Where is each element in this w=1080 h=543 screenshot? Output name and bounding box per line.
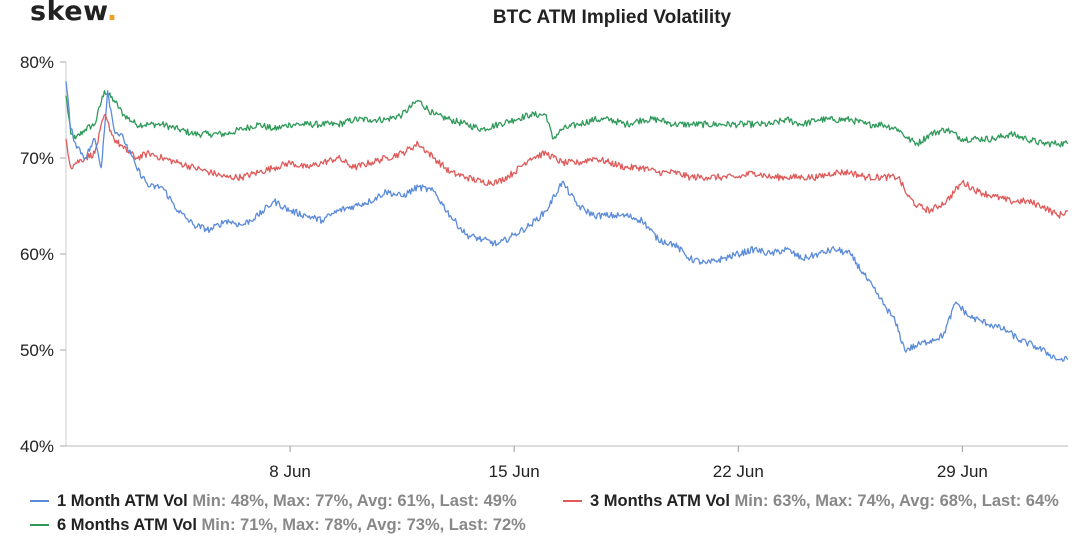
x-tick-label: 15 Jun [489, 462, 540, 481]
chart-legend: 1 Month ATM Vol Min: 48%, Max: 77%, Avg:… [30, 492, 1080, 540]
series-line-3-months-atm-vol [65, 114, 1069, 219]
y-tick-label: 50% [20, 341, 54, 360]
legend-stats-3m: Min: 63%, Max: 74%, Avg: 68%, Last: 64% [734, 492, 1059, 510]
y-tick-label: 40% [20, 437, 54, 456]
line-chart: BTC ATM Implied Volatility 40% 50% 60% 70% 8… [20, 7, 1069, 481]
legend-item-6m[interactable]: 6 Months ATM Vol Min: 71%, Max: 78%, Avg… [30, 516, 526, 535]
legend-item-1m[interactable]: 1 Month ATM Vol Min: 48%, Max: 77%, Avg:… [30, 492, 517, 511]
legend-swatch-6m [30, 523, 49, 526]
legend-item-3m[interactable]: 3 Months ATM Vol Min: 63%, Max: 74%, Avg… [563, 492, 1059, 511]
legend-row-1: 1 Month ATM Vol Min: 48%, Max: 77%, Avg:… [30, 492, 1080, 516]
series-line-1-month-atm-vol [65, 81, 1069, 362]
legend-row-2: 6 Months ATM Vol Min: 71%, Max: 78%, Avg… [30, 516, 1080, 540]
y-tick-label: 60% [20, 245, 54, 264]
x-tick-label: 29 Jun [937, 462, 988, 481]
series-line-6-months-atm-vol [65, 90, 1069, 148]
y-tick-label: 70% [20, 149, 54, 168]
x-tick-label: 8 Jun [269, 462, 311, 481]
legend-swatch-3m [563, 499, 582, 502]
series-layer [65, 81, 1069, 362]
x-axis: 8 Jun 15 Jun 22 Jun 29 Jun [66, 445, 1068, 481]
legend-stats-1m: Min: 48%, Max: 77%, Avg: 61%, Last: 49% [192, 492, 517, 510]
y-tick-label: 80% [20, 53, 54, 72]
legend-stats-6m: Min: 71%, Max: 78%, Avg: 73%, Last: 72% [201, 516, 526, 534]
legend-swatch-1m [30, 499, 49, 502]
y-axis: 40% 50% 60% 70% 80% [20, 53, 67, 456]
legend-name-3m: 3 Months ATM Vol [590, 492, 730, 510]
x-tick-label: 22 Jun [713, 462, 764, 481]
legend-name-1m: 1 Month ATM Vol [57, 492, 188, 510]
chart-title: BTC ATM Implied Volatility [493, 7, 732, 28]
skew-logo: skew. [30, 0, 118, 27]
legend-name-6m: 6 Months ATM Vol [57, 516, 197, 534]
